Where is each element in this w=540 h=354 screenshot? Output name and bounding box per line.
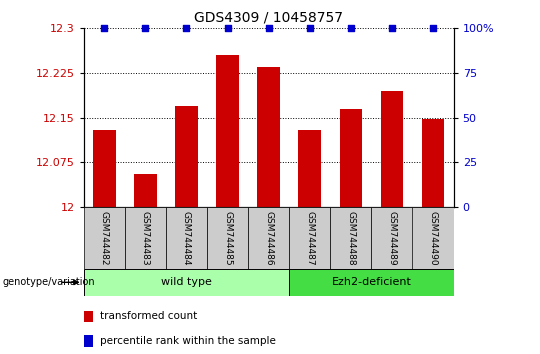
Text: GSM744485: GSM744485: [223, 211, 232, 266]
Bar: [289, 269, 454, 296]
Bar: [299, 130, 321, 207]
Bar: [125, 207, 166, 269]
Text: GSM744484: GSM744484: [182, 211, 191, 265]
Point: [141, 25, 150, 31]
Text: genotype/variation: genotype/variation: [3, 277, 96, 287]
Bar: [216, 55, 239, 207]
Bar: [372, 207, 413, 269]
Point: [182, 25, 191, 31]
Text: GSM744482: GSM744482: [100, 211, 109, 265]
Text: GSM744489: GSM744489: [387, 211, 396, 266]
Text: GSM744483: GSM744483: [141, 211, 150, 266]
Bar: [84, 269, 289, 296]
Point: [429, 25, 437, 31]
Bar: [248, 207, 289, 269]
Point: [306, 25, 314, 31]
Text: Ezh2-deficient: Ezh2-deficient: [332, 277, 411, 287]
Bar: [166, 207, 207, 269]
Bar: [422, 119, 444, 207]
Bar: [93, 130, 116, 207]
Bar: [207, 207, 248, 269]
Title: GDS4309 / 10458757: GDS4309 / 10458757: [194, 10, 343, 24]
Text: transformed count: transformed count: [100, 312, 197, 321]
Text: wild type: wild type: [161, 277, 212, 287]
Point: [265, 25, 273, 31]
Bar: [381, 91, 403, 207]
Bar: [175, 106, 198, 207]
Text: GSM744486: GSM744486: [264, 211, 273, 266]
Bar: [330, 207, 372, 269]
Text: percentile rank within the sample: percentile rank within the sample: [100, 336, 276, 346]
Point: [100, 25, 109, 31]
Point: [223, 25, 232, 31]
Bar: [340, 109, 362, 207]
Bar: [84, 207, 125, 269]
Text: GSM744488: GSM744488: [346, 211, 355, 266]
Text: GSM744487: GSM744487: [305, 211, 314, 266]
Bar: [258, 67, 280, 207]
Point: [388, 25, 396, 31]
Text: GSM744490: GSM744490: [429, 211, 437, 266]
Bar: [134, 174, 157, 207]
Bar: [413, 207, 454, 269]
Point: [347, 25, 355, 31]
Bar: [289, 207, 330, 269]
